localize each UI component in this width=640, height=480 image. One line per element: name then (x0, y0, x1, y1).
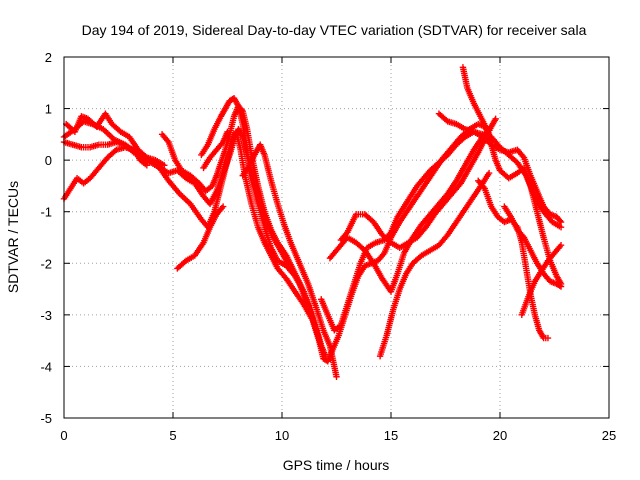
x-tick-label: 10 (275, 428, 289, 443)
y-tick-label: -5 (40, 411, 52, 426)
y-tick-label: -4 (40, 359, 52, 374)
y-tick-label: -3 (40, 308, 52, 323)
plus-marker-trace (198, 95, 297, 277)
plus-marker-trace (501, 203, 565, 290)
plus-marker-trace (337, 115, 499, 252)
x-tick-label: 20 (493, 428, 507, 443)
series-sat8 (174, 203, 227, 272)
series-sat9 (239, 141, 340, 380)
y-tick-label: 2 (45, 50, 52, 65)
axis-ticks: 0 5 10 15 20 25 -5 -4 -3 -2 -1 0 1 2 (40, 50, 616, 443)
series-sat5 (158, 102, 325, 349)
series-sat7 (200, 128, 231, 172)
series-sat13 (376, 169, 493, 360)
x-tick-label: 25 (602, 428, 616, 443)
series-sat4 (62, 110, 168, 169)
series-sat18 (518, 242, 565, 319)
x-tick-label: 15 (384, 428, 398, 443)
plus-marker-trace (62, 110, 168, 169)
plus-marker-trace (376, 169, 493, 360)
series-sat12 (326, 126, 493, 295)
plot-frame (63, 56, 610, 419)
y-tick-label: -2 (40, 256, 52, 271)
plus-marker-trace (200, 128, 231, 172)
chart-title: Day 194 of 2019, Sidereal Day-to-day VTE… (82, 22, 587, 38)
plus-marker-trace (158, 102, 325, 349)
plus-marker-trace (174, 203, 227, 272)
y-tick-label: -1 (40, 205, 52, 220)
y-tick-label: 0 (45, 153, 52, 168)
data-points (60, 64, 565, 380)
plus-marker-trace (239, 141, 340, 380)
plus-marker-trace (326, 126, 493, 295)
y-axis-label: SDTVAR / TECUs (5, 181, 21, 293)
x-tick-label: 0 (60, 428, 67, 443)
series-sat17 (501, 203, 565, 290)
plus-marker-trace (518, 242, 565, 319)
plus-marker-trace (60, 144, 151, 203)
y-tick-label: 1 (45, 102, 52, 117)
series-sat6 (198, 95, 297, 277)
series-sat15 (459, 64, 565, 288)
series-sat3 (60, 144, 151, 203)
series-sat11 (337, 115, 499, 252)
x-tick-label: 5 (169, 428, 176, 443)
plus-marker-trace (459, 64, 565, 288)
x-axis-label: GPS time / hours (283, 457, 390, 473)
